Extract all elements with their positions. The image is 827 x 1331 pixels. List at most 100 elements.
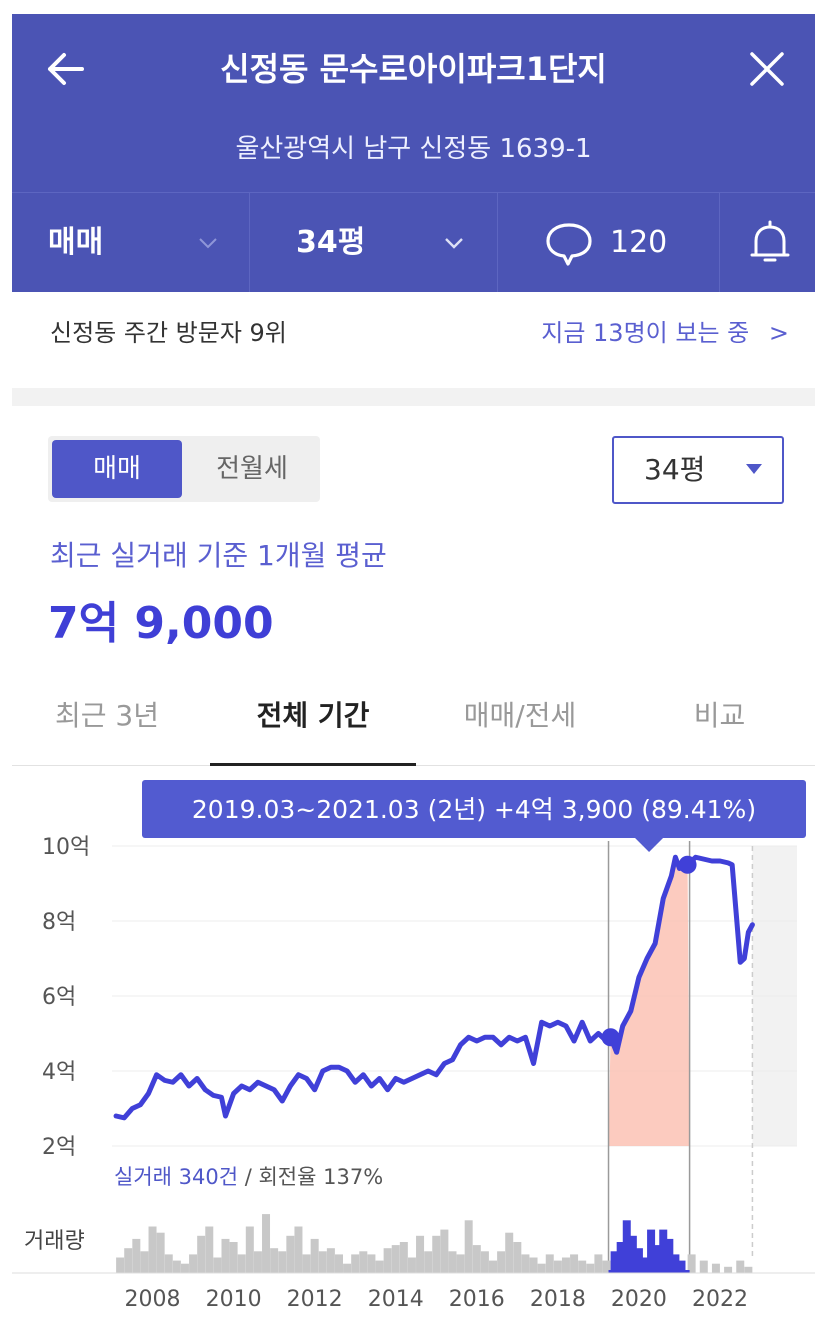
average-price: 7억 9,000 <box>48 598 274 649</box>
volume-bar <box>594 1254 603 1273</box>
volume-bar <box>641 1257 650 1273</box>
price-line <box>113 854 755 1121</box>
volume-bar <box>286 1235 295 1273</box>
volume-bar <box>375 1260 384 1273</box>
volume-bar <box>189 1254 198 1273</box>
close-icon[interactable] <box>742 44 792 94</box>
volume-bar <box>537 1263 546 1273</box>
chevron-right-icon: > <box>768 319 789 347</box>
comment-count: 120 <box>610 225 668 260</box>
volume-bar <box>480 1251 489 1273</box>
volume-bar <box>310 1238 319 1273</box>
volume-bar <box>253 1251 262 1273</box>
x-tick-label: 2018 <box>530 1287 586 1312</box>
volume-bar <box>647 1229 656 1273</box>
volume-bar <box>197 1235 206 1273</box>
volume-bar <box>711 1263 720 1273</box>
toggle-sale[interactable]: 매매 <box>52 440 182 498</box>
tab-compare[interactable]: 비교 <box>693 699 746 732</box>
volume-bar <box>616 1242 625 1273</box>
volume-bar <box>497 1251 506 1273</box>
trade-type-label: 매매 <box>48 225 104 260</box>
volume-bar <box>205 1226 214 1273</box>
watching-now-link[interactable]: 지금 13명이 보는 중 > <box>541 316 789 350</box>
caret-down-icon <box>746 464 762 474</box>
x-tick-label: 2016 <box>449 1287 505 1312</box>
volume-bar <box>424 1251 433 1273</box>
chevron-down-icon <box>199 238 217 249</box>
volume-bar <box>513 1242 522 1273</box>
section-divider <box>12 388 815 406</box>
volume-bar <box>634 1248 643 1273</box>
volume-bar <box>464 1220 473 1273</box>
volume-bar <box>432 1235 441 1273</box>
volume-bar <box>156 1232 165 1273</box>
size-select[interactable]: 34평 <box>250 193 498 293</box>
volume-bar <box>221 1238 230 1273</box>
speech-bubble-icon <box>546 223 592 266</box>
volume-bar <box>237 1254 246 1273</box>
x-tick-label: 2010 <box>206 1287 262 1312</box>
volume-bar <box>699 1260 708 1273</box>
bell-icon <box>750 220 790 262</box>
visitor-rank: 신정동 주간 방문자 9위 <box>50 319 287 347</box>
tab-sale-jeonse[interactable]: 매매/전세 <box>463 699 577 732</box>
volume-bar <box>489 1260 498 1273</box>
volume-bar <box>553 1260 562 1273</box>
header: 신정동 문수로아이파크1단지 울산광역시 남구 신정동 1639-1 매매 34… <box>12 14 815 293</box>
tooltip-pointer <box>635 838 664 852</box>
volume-bar <box>622 1220 631 1273</box>
tab-recent-3y[interactable]: 최근 3년 <box>55 699 159 732</box>
volume-bar <box>359 1251 368 1273</box>
transaction-summary: 실거래 340건 / 회전율 137% <box>114 1165 383 1189</box>
average-label: 최근 실거래 기준 1개월 평균 <box>50 539 387 572</box>
volume-bar <box>665 1238 674 1273</box>
address: 울산광역시 남구 신정동 1639-1 <box>235 134 592 164</box>
price-chart[interactable]: 10억 8억 6억 4억 2억 2019.03~2021.03 (2년) +4억 3,90… <box>12 766 815 1314</box>
tab-all-period[interactable]: 전체 기간 <box>210 686 416 766</box>
volume-bar <box>262 1214 271 1273</box>
trade-type-select[interactable]: 매매 <box>12 193 250 293</box>
visitor-strip[interactable]: 신정동 주간 방문자 9위 지금 13명이 보는 중 > <box>12 292 815 388</box>
volume-bar <box>270 1248 279 1273</box>
volume-bar <box>367 1254 376 1273</box>
volume-bar <box>132 1238 141 1273</box>
volume-bar <box>180 1263 189 1273</box>
volume-bar <box>302 1254 311 1273</box>
volume-bar <box>399 1242 408 1273</box>
volume-bar <box>148 1226 157 1273</box>
back-arrow-icon[interactable] <box>42 44 92 94</box>
volume-bar <box>383 1248 392 1273</box>
volume-bar <box>505 1232 514 1273</box>
y-tick-label: 2억 <box>42 1135 76 1160</box>
y-tick-label: 6억 <box>42 985 76 1010</box>
volume-bar <box>416 1235 425 1273</box>
volume-bar <box>687 1254 696 1273</box>
alert-button[interactable] <box>720 193 815 293</box>
volume-bar <box>724 1266 733 1273</box>
volume-bar <box>677 1260 686 1273</box>
volume-bar <box>561 1257 570 1273</box>
y-tick-label: 8억 <box>42 910 76 935</box>
deal-type-toggle: 매매 전월세 <box>48 436 320 502</box>
volume-bar <box>140 1251 149 1273</box>
range-start-dot <box>601 1028 620 1047</box>
page-title: 신정동 문수로아이파크1단지 <box>220 50 607 88</box>
period-tabs: 최근 3년 전체 기간 매매/전세 비교 <box>12 686 815 766</box>
volume-bar <box>529 1257 538 1273</box>
volume-bar <box>628 1235 637 1273</box>
app-frame: 신정동 문수로아이파크1단지 울산광역시 남구 신정동 1639-1 매매 34… <box>12 14 815 1314</box>
x-tick-label: 2020 <box>611 1287 667 1312</box>
volume-bar <box>586 1263 595 1273</box>
range-end-dot <box>678 855 697 874</box>
volume-bar <box>736 1260 745 1273</box>
volume-bar <box>164 1254 173 1273</box>
volume-bar <box>610 1251 619 1273</box>
size-dropdown[interactable]: 34평 <box>612 436 784 504</box>
size-dropdown-value: 34평 <box>644 453 706 486</box>
toggle-rent[interactable]: 전월세 <box>216 454 288 484</box>
comments-button[interactable]: 120 <box>498 193 720 293</box>
volume-bar <box>213 1257 222 1273</box>
volume-bar <box>521 1254 530 1273</box>
volume-bar <box>294 1226 303 1273</box>
